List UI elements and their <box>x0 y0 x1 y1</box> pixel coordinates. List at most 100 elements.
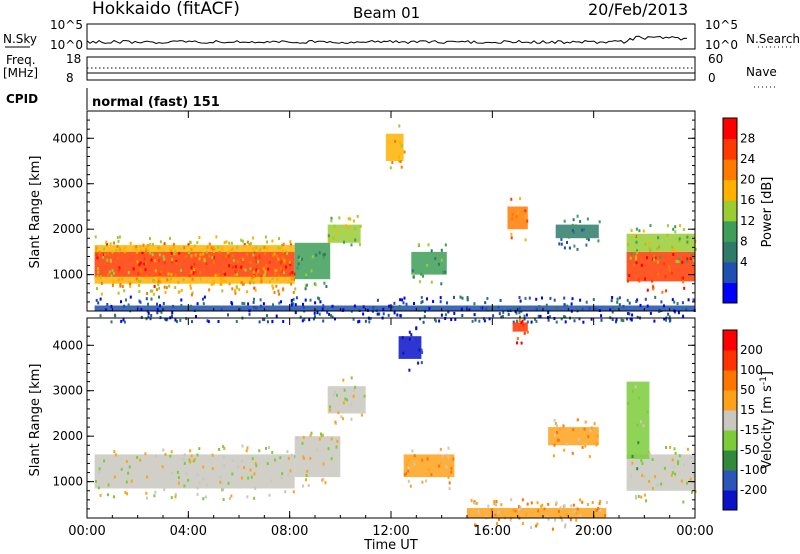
velocity-echo-speckle <box>336 393 338 397</box>
velocity-echo-speckle <box>98 467 101 471</box>
power-echo-speckle <box>338 216 341 220</box>
velocity-echo-speckle <box>447 475 450 479</box>
velocity-echo-speckle <box>329 408 332 412</box>
velocity-echo-speckle <box>241 444 244 448</box>
power-echo-speckle <box>649 224 652 228</box>
colorbar-tick-label: 12 <box>740 214 755 228</box>
y-tick-label: 1000 <box>52 268 83 282</box>
power-echo-speckle <box>400 165 403 169</box>
colorbar-tick-label: 8 <box>740 234 748 248</box>
power-ylabel: Slant Range [km] <box>28 156 43 269</box>
power-echo-speckle <box>144 268 147 272</box>
power-echo-speckle <box>571 223 574 227</box>
velocity-echo-speckle <box>320 432 322 436</box>
power-echo-speckle <box>311 255 314 259</box>
power-echo-speckle <box>579 298 582 302</box>
power-echo-speckle <box>515 215 518 219</box>
velocity-echo-speckle <box>691 490 693 494</box>
power-echo-speckle <box>440 248 443 252</box>
power-echo-speckle <box>331 315 334 319</box>
velocity-echo-speckle <box>267 446 270 449</box>
power-echo-speckle <box>135 277 138 281</box>
power-echo-speckle <box>327 234 330 238</box>
velocity-echo-speckle <box>417 361 420 365</box>
power-echo-speckle <box>510 236 513 240</box>
power-echo-speckle <box>151 243 154 247</box>
power-echo-speckle <box>393 311 396 315</box>
power-echo-speckle <box>290 299 293 302</box>
power-echo-speckle <box>158 258 161 262</box>
colorbar-tick-label: -200 <box>740 483 767 497</box>
power-echo-speckle <box>206 319 209 323</box>
power-echo-speckle <box>277 246 280 250</box>
power-echo-speckle <box>454 317 457 321</box>
power-echo-speckle <box>156 302 158 306</box>
velocity-echo-speckle <box>350 403 353 407</box>
velocity-echo-speckle <box>107 493 109 497</box>
power-echo-speckle <box>189 304 192 308</box>
velocity-echo-speckle <box>407 479 410 483</box>
power-echo-speckle <box>155 288 158 292</box>
power-echo-speckle <box>144 250 147 254</box>
velocity-echo-speckle <box>576 507 579 511</box>
velocity-echo-speckle <box>343 388 346 392</box>
power-echo-speckle <box>188 274 191 278</box>
velocity-echo-speckle <box>588 455 591 459</box>
power-echo-speckle <box>326 310 329 314</box>
velocity-echo-speckle <box>146 496 148 500</box>
power-echo-speckle <box>235 320 238 323</box>
colorbar-tick-label: 20 <box>740 173 755 187</box>
power-echo-speckle <box>289 272 291 276</box>
power-echo-speckle <box>195 315 197 318</box>
velocity-echo-speckle <box>554 433 557 437</box>
velocity-echo-speckle <box>518 319 521 322</box>
power-echo-speckle <box>172 304 175 308</box>
velocity-echo-speckle <box>636 467 639 471</box>
power-echo-speckle <box>248 312 251 316</box>
power-echo-speckle <box>221 246 224 250</box>
colorbar-swatch <box>723 410 737 431</box>
colorbar-frame <box>722 117 738 304</box>
velocity-echo-speckle <box>124 491 127 494</box>
power-echo-speckle <box>158 272 161 276</box>
velocity-echo-speckle <box>188 458 191 462</box>
velocity-echo-speckle <box>154 490 157 494</box>
power-echo-speckle <box>189 241 192 245</box>
power-echo-speckle <box>302 302 304 306</box>
y-tick-label: 4000 <box>52 338 83 352</box>
power-echo-speckle <box>511 212 514 216</box>
power-echo-speckle <box>682 280 685 284</box>
colorbar-swatch <box>723 282 737 304</box>
power-echo-speckle <box>279 246 282 250</box>
power-echo-speckle <box>600 314 603 318</box>
velocity-echo-speckle <box>475 524 478 528</box>
power-echo-speckle <box>190 254 193 258</box>
power-echo-speckle <box>598 220 601 224</box>
power-echo-speckle <box>276 269 278 273</box>
power-echo-speckle <box>616 297 619 301</box>
velocity-echo-speckle <box>103 459 106 463</box>
power-echo-speckle <box>432 300 435 303</box>
velocity-echo-speckle <box>558 509 560 513</box>
power-echo-speckle <box>199 277 202 281</box>
power-echo-speckle <box>681 277 683 281</box>
power-echo-speckle <box>123 250 126 254</box>
power-echo-speckle <box>217 245 220 249</box>
velocity-echo-speckle <box>187 478 190 482</box>
velocity-echo-speckle <box>289 469 292 473</box>
power-echo-speckle <box>226 251 229 254</box>
power-echo-speckle <box>299 315 302 319</box>
power-echo-speckle <box>443 270 446 274</box>
power-echo-speckle <box>667 312 670 316</box>
power-echo-speckle <box>159 304 161 308</box>
power-echo-speckle <box>95 253 98 257</box>
velocity-echo-speckle <box>309 456 312 460</box>
velocity-echo-speckle <box>689 477 692 481</box>
velocity-echo-speckle <box>407 459 410 462</box>
power-echo-speckle <box>545 303 548 307</box>
power-echo-speckle <box>297 262 300 266</box>
power-echo-speckle <box>173 242 175 246</box>
power-echo-speckle <box>628 301 631 305</box>
power-echo-speckle <box>296 266 299 270</box>
velocity-echo-speckle <box>575 511 578 515</box>
